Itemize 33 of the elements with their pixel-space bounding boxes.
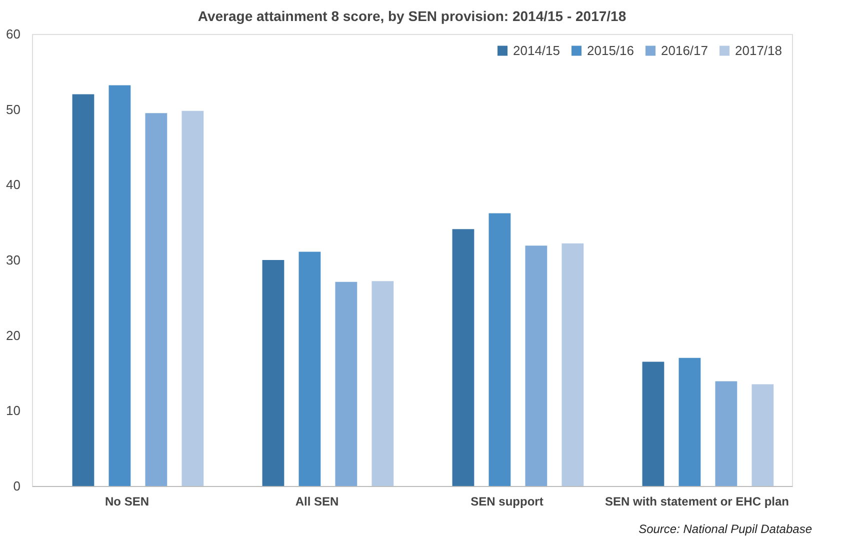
bar [562,243,584,486]
bar [108,85,131,486]
bar [642,362,664,486]
bar [678,358,701,486]
y-tick-label: 60 [6,26,20,42]
x-tick-label: No SEN [104,494,150,508]
legend-label: 2016/17 [661,42,708,58]
bar [72,94,94,486]
y-tick-label: 10 [6,403,20,418]
y-tick-label: 20 [6,328,20,343]
bar [525,246,548,486]
y-tick-label: 30 [6,252,20,268]
bar [752,384,774,486]
bar [488,213,511,486]
y-tick-label: 0 [13,478,20,494]
source-note: Source: National Pupil Database [638,522,812,536]
chart-title: Average attainment 8 score, by SEN provision: 2014/15 - 2017/18 [198,8,626,24]
bar [262,260,284,486]
legend-label: 2015/16 [587,42,634,58]
bar [298,252,321,486]
legend-label: 2014/15 [513,42,560,58]
x-tick-label: All SEN [295,494,339,508]
bar [715,381,738,486]
y-tick-label: 50 [6,102,20,117]
bar [372,281,394,486]
bar [335,282,358,486]
x-tick-label: SEN with statement or EHC plan [604,494,790,508]
legend-label: 2017/18 [735,42,782,58]
bar [145,113,168,486]
bar [182,110,204,486]
y-tick-label: 40 [6,177,20,192]
bar [452,229,474,486]
x-tick-label: SEN support [470,494,544,508]
